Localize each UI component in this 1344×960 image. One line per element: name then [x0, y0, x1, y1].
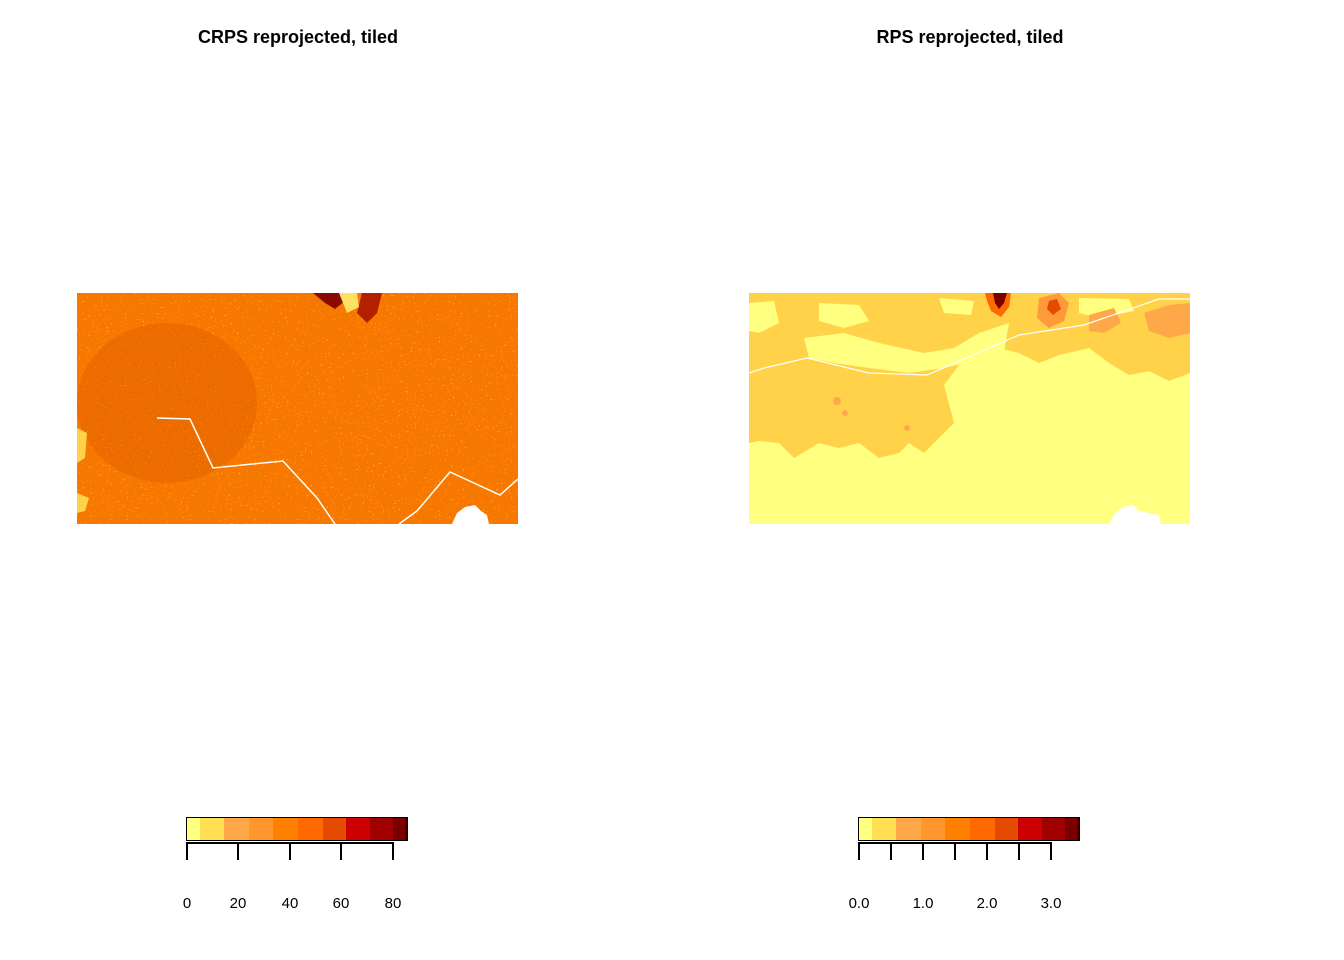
crps-hotspot [357, 293, 382, 323]
crps-tick-label: 0 [182, 895, 192, 912]
crps-light-patch [77, 428, 87, 463]
legend-swatch [273, 818, 298, 840]
legend-swatch [1077, 818, 1079, 840]
crps-map [77, 293, 518, 524]
rps-hotspot [993, 293, 1007, 309]
crps-light-patch [77, 493, 89, 513]
rps-tick [890, 842, 892, 860]
crps-tick [186, 842, 188, 860]
rps-border-line [749, 298, 1190, 376]
rps-tick-label: 0.0 [848, 895, 870, 912]
legend-swatch [969, 818, 995, 840]
legend-swatch [297, 818, 323, 840]
legend-swatch [1018, 818, 1042, 840]
rps-orange-patch [1089, 308, 1121, 333]
rps-raster [749, 293, 1190, 524]
rps-orange-patch [1047, 299, 1061, 315]
crps-tick [392, 842, 394, 860]
crps-tick [289, 842, 291, 860]
legend-swatch [896, 818, 921, 840]
crps-legend-ticks [186, 842, 406, 862]
crps-light-patch [339, 293, 359, 313]
rps-low-area [749, 301, 779, 333]
crps-tick [340, 842, 342, 860]
crps-hotspot [313, 293, 345, 309]
crps-legend [186, 817, 408, 841]
legend-swatch [369, 818, 394, 840]
rps-legend [858, 817, 1080, 841]
rps-map [749, 293, 1190, 524]
rps-tick [954, 842, 956, 860]
legend-swatch [346, 818, 370, 840]
legend-swatch [405, 818, 407, 840]
rps-low-area [804, 323, 1009, 373]
legend-swatch [994, 818, 1019, 840]
rps-speck [833, 397, 841, 405]
rps-orange-patch [1144, 303, 1190, 338]
rps-legend-ticks [858, 842, 1078, 862]
legend-swatch [1065, 818, 1078, 840]
crps-panel-title: CRPS reprojected, tiled [197, 27, 399, 47]
legend-swatch [224, 818, 249, 840]
crps-raster [77, 293, 518, 524]
crps-tick-label: 80 [384, 895, 402, 912]
rps-mid-region [749, 293, 1190, 458]
legend-swatch [393, 818, 406, 840]
legend-swatch [945, 818, 970, 840]
rps-tick [922, 842, 924, 860]
rps-tick-label: 3.0 [1040, 895, 1062, 912]
rps-tick [986, 842, 988, 860]
crps-tick-label: 20 [229, 895, 247, 912]
legend-swatch [1041, 818, 1066, 840]
crps-border-line [398, 471, 518, 524]
legend-swatch [322, 818, 347, 840]
rps-tick [1050, 842, 1052, 860]
crps-legend-bar [186, 817, 408, 841]
rps-tick [858, 842, 860, 860]
rps-legend-bar [858, 817, 1080, 841]
rps-panel-title: RPS reprojected, tiled [876, 27, 1064, 47]
rps-tick [1018, 842, 1020, 860]
rps-tick-label: 2.0 [976, 895, 998, 912]
crps-tick-label: 60 [332, 895, 350, 912]
rps-tick-label: 1.0 [912, 895, 934, 912]
legend-swatch [199, 818, 225, 840]
rps-speck [842, 410, 848, 416]
legend-swatch [920, 818, 946, 840]
crps-west-dark-area [77, 323, 257, 483]
rps-low-area [819, 303, 869, 328]
crps-border-line [156, 417, 336, 524]
rps-low-area [939, 298, 974, 315]
legend-swatch [187, 818, 200, 840]
crps-nodata-patch [452, 505, 489, 524]
rps-nodata-patch [1109, 505, 1161, 524]
crps-texture-light [77, 293, 518, 524]
rps-speck [904, 425, 910, 431]
legend-swatch [859, 818, 872, 840]
crps-tick [237, 842, 239, 860]
legend-swatch [871, 818, 897, 840]
crps-tick-label: 40 [281, 895, 299, 912]
legend-swatch [248, 818, 274, 840]
